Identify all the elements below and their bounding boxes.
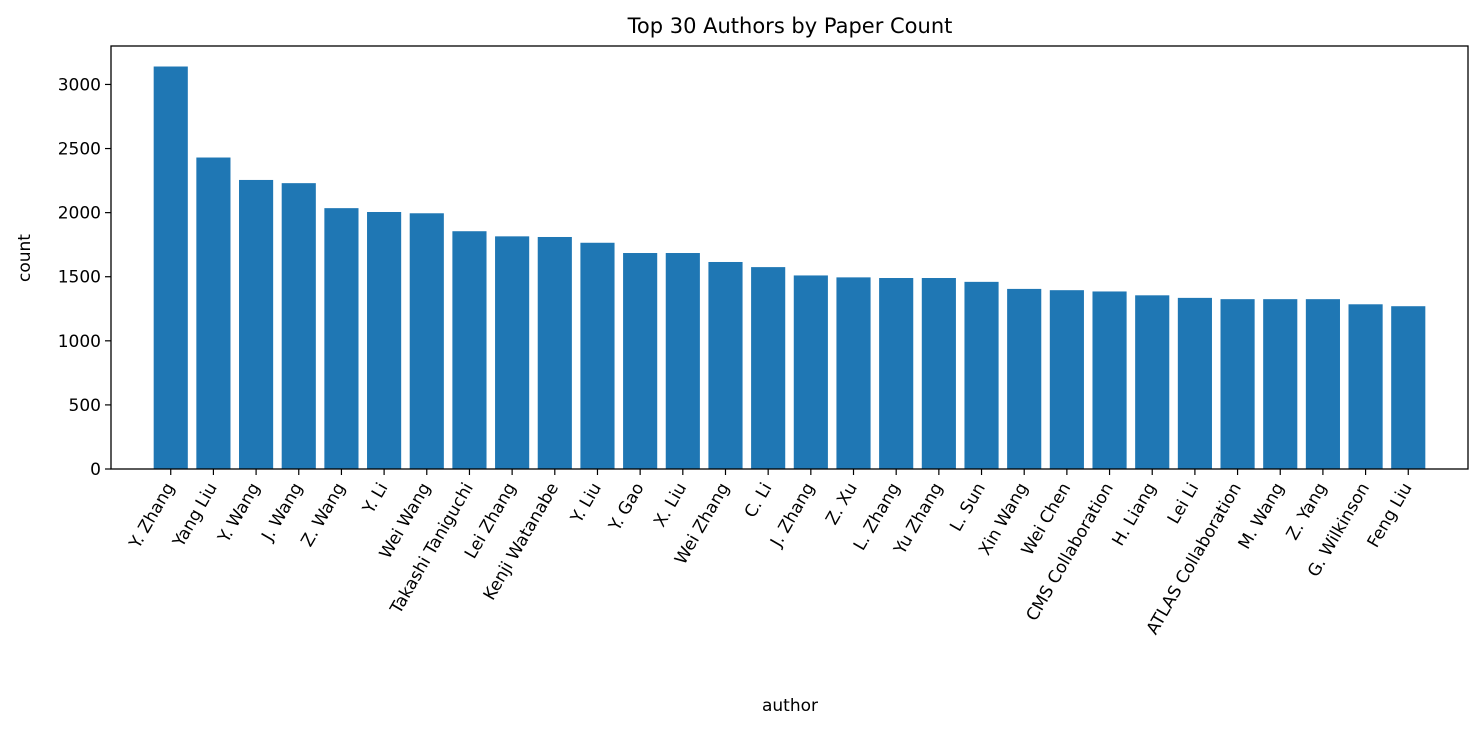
bar bbox=[1092, 291, 1127, 469]
bar bbox=[1049, 290, 1084, 469]
x-tick-label: Y. Liu bbox=[567, 480, 606, 528]
x-tick-label: X. Liu bbox=[650, 480, 691, 531]
bar bbox=[665, 253, 700, 469]
bar bbox=[1263, 299, 1298, 469]
y-axis-label: count bbox=[15, 234, 35, 282]
y-tick-label: 1000 bbox=[58, 332, 101, 352]
x-tick-label: C. Li bbox=[741, 480, 777, 522]
bar bbox=[281, 183, 316, 469]
bar bbox=[1177, 297, 1212, 469]
bar bbox=[580, 242, 615, 469]
y-tick-label: 2500 bbox=[58, 140, 101, 160]
bar bbox=[409, 213, 444, 469]
bar bbox=[1007, 288, 1042, 469]
bar bbox=[1305, 299, 1340, 469]
bar bbox=[879, 278, 914, 469]
bar bbox=[239, 179, 274, 469]
plot-frame bbox=[110, 45, 1469, 470]
bar bbox=[751, 267, 786, 469]
bar bbox=[964, 281, 999, 469]
y-axis: 0 500 1000 1500 2000 2500 3000 bbox=[58, 75, 111, 480]
y-tick-label: 1500 bbox=[58, 268, 101, 288]
x-tick-label: L. Sun bbox=[946, 480, 990, 536]
bar bbox=[1220, 299, 1255, 469]
bar bbox=[623, 253, 658, 469]
bar bbox=[921, 278, 956, 469]
bar bbox=[196, 157, 231, 469]
bars-group bbox=[153, 66, 1426, 469]
x-tick-label: Z. Yang bbox=[1283, 480, 1332, 544]
y-tick-label: 2000 bbox=[58, 204, 101, 224]
x-tick-label: Y. Li bbox=[359, 480, 393, 519]
bar bbox=[1391, 306, 1426, 469]
x-tick-label: Y. Gao bbox=[605, 480, 649, 536]
x-axis-label: author bbox=[762, 696, 818, 716]
bar bbox=[495, 236, 530, 469]
bar bbox=[367, 211, 402, 469]
bar bbox=[708, 261, 743, 469]
y-tick-label: 500 bbox=[69, 396, 101, 416]
bar bbox=[1135, 295, 1170, 469]
y-tick-label: 3000 bbox=[58, 75, 101, 95]
chart-title: Top 30 Authors by Paper Count bbox=[627, 14, 953, 38]
y-tick-label: 0 bbox=[90, 460, 101, 480]
bar bbox=[836, 277, 871, 469]
bar bbox=[793, 275, 828, 469]
x-tick-label: Z. Xu bbox=[822, 480, 862, 529]
x-tick-label: Lei Li bbox=[1164, 480, 1203, 528]
bar bbox=[324, 208, 359, 469]
bar bbox=[537, 236, 572, 469]
bar bbox=[1348, 304, 1383, 469]
bar bbox=[153, 66, 188, 469]
bar bbox=[452, 231, 487, 469]
